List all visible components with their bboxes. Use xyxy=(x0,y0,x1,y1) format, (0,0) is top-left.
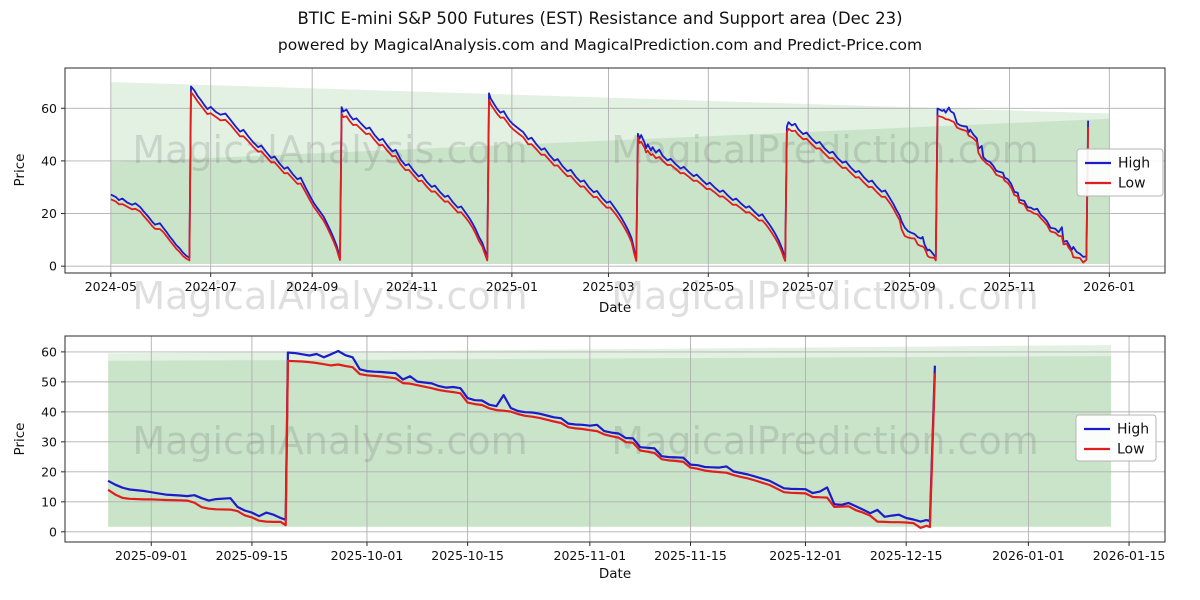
watermark-prediction: MagicalPrediction.com xyxy=(611,419,1039,463)
bottom-x-tick-label: 2025-12-01 xyxy=(769,548,842,563)
bottom-chart-grid xyxy=(65,336,1165,542)
top-chart-series xyxy=(110,85,1089,264)
bottom-x-tick-label: 2026-01-01 xyxy=(992,548,1065,563)
top-x-tick-label: 2024-07 xyxy=(185,279,237,294)
bottom-y-tick-label: 60 xyxy=(41,344,57,359)
top-x-tick-label: 2025-07 xyxy=(782,279,834,294)
bottom-chart-low-line xyxy=(107,359,936,530)
top-xaxis-label: Date xyxy=(599,300,631,316)
bottom-y-tick-label: 20 xyxy=(41,464,57,479)
watermark-analysis: MagicalAnalysis.com xyxy=(132,128,527,172)
top-x-tick-label: 2024-09 xyxy=(286,279,338,294)
top-x-tick-label: 2025-03 xyxy=(582,279,634,294)
bottom-chart-axes: 2025-09-01 2025-09-15 2025-10-01 2025-10-15… xyxy=(12,335,1166,582)
chart-title: BTIC E-mini S&P 500 Futures (EST) Resist… xyxy=(297,9,903,28)
watermark-analysis: MagicalAnalysis.com xyxy=(132,274,527,318)
top-y-tick-label: 40 xyxy=(41,153,57,168)
bottom-x-tick-label: 2025-10-15 xyxy=(431,548,504,563)
bottom-y-tick-label: 40 xyxy=(41,404,57,419)
top-chart-bands xyxy=(110,81,1110,265)
bottom-chart-series xyxy=(107,349,936,530)
bottom-x-tick-label: 2025-09-15 xyxy=(216,548,289,563)
bottom-x-tick-label: 2026-01-15 xyxy=(1093,548,1166,563)
bottom-x-tick-label: 2025-10-01 xyxy=(331,548,404,563)
bottom-y-tick-label: 10 xyxy=(41,494,57,509)
bottom-yaxis-label: Price xyxy=(12,423,28,456)
top-chart-grid xyxy=(65,68,1165,273)
bottom-chart-high-line xyxy=(107,349,936,523)
bottom-x-tick-label: 2025-09-01 xyxy=(115,548,188,563)
top-x-tick-label: 2024-11 xyxy=(386,279,438,294)
top-chart-support-band xyxy=(110,118,1110,265)
top-chart-low-line xyxy=(110,91,1089,264)
bottom-xaxis-label: Date xyxy=(599,566,631,582)
bottom-x-tick-label: 2025-12-15 xyxy=(870,548,943,563)
chart-subtitle: powered by MagicalAnalysis.com and Magic… xyxy=(277,36,923,54)
bottom-chart-legend: High Low xyxy=(1075,414,1157,462)
bottom-y-tick-label: 30 xyxy=(41,434,57,449)
watermark-prediction: MagicalPrediction.com xyxy=(611,274,1039,318)
bottom-x-tick-label: 2025-11-01 xyxy=(554,548,627,563)
watermarks: MagicalAnalysis.com MagicalPrediction.com… xyxy=(132,128,1038,463)
bottom-x-tick-label: 2025-11-15 xyxy=(654,548,727,563)
legend-high-label: High xyxy=(1117,422,1149,438)
legend-high-label: High xyxy=(1118,156,1150,172)
legend-low-label: Low xyxy=(1118,176,1146,192)
top-x-tick-label: 2026-01 xyxy=(1083,279,1135,294)
top-yaxis-label: Price xyxy=(12,154,28,187)
legend-low-label: Low xyxy=(1117,442,1145,458)
top-chart-axes: 2024-05 2024-07 2024-09 2024-11 2025-01 2025-… xyxy=(12,67,1166,316)
top-x-tick-label: 2025-05 xyxy=(682,279,734,294)
top-y-tick-label: 0 xyxy=(49,259,57,274)
top-y-tick-label: 20 xyxy=(41,206,57,221)
watermark-analysis: MagicalAnalysis.com xyxy=(132,419,527,463)
top-x-tick-label: 2024-05 xyxy=(85,279,137,294)
top-x-tick-label: 2025-01 xyxy=(486,279,538,294)
top-chart-legend: High Low xyxy=(1076,148,1164,197)
bottom-y-tick-label: 50 xyxy=(41,374,57,389)
top-x-tick-label: 2025-09 xyxy=(884,279,936,294)
top-x-tick-label: 2025-11 xyxy=(983,279,1035,294)
bottom-y-tick-label: 0 xyxy=(49,524,57,539)
top-y-tick-label: 60 xyxy=(41,101,57,116)
